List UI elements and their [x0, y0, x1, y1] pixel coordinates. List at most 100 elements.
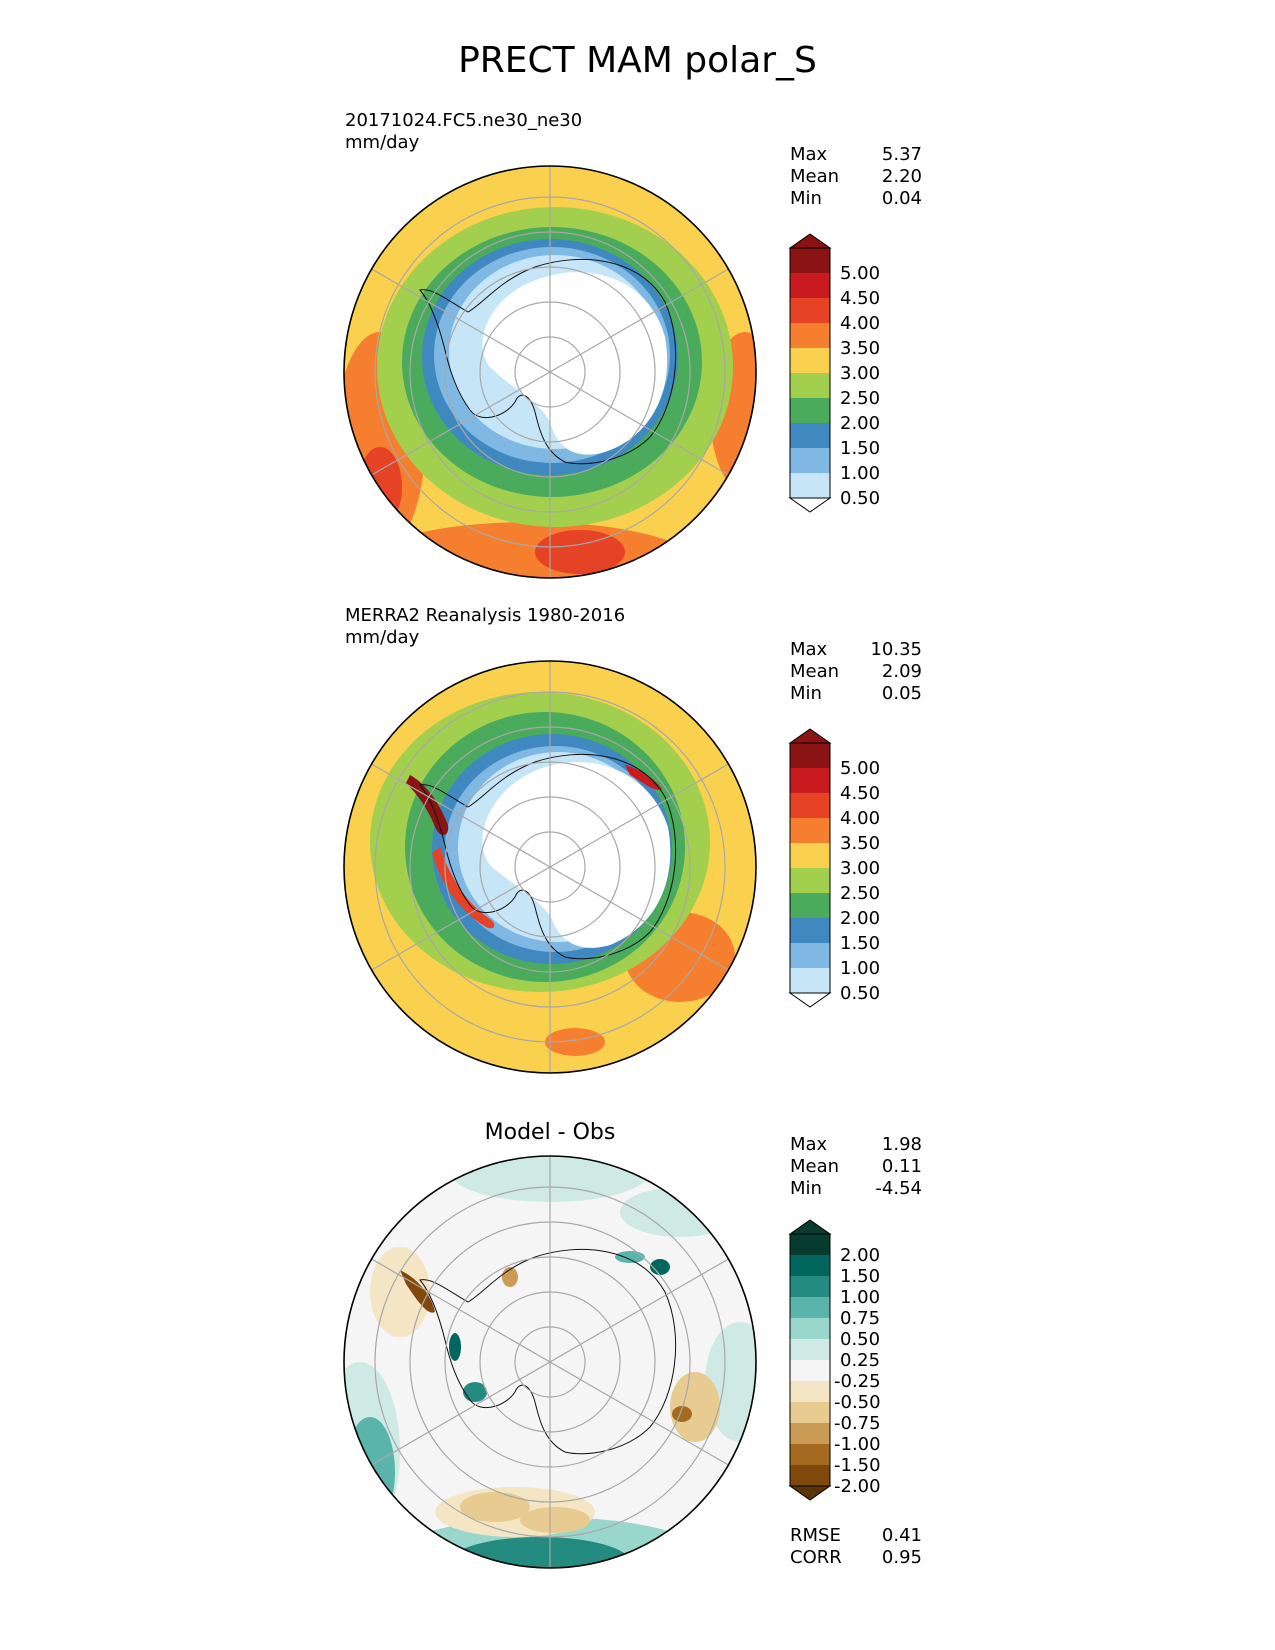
- colorbar-tick: 0.75: [840, 1308, 880, 1329]
- colorbar-tick: 5.00: [840, 263, 880, 284]
- colorbar-tick: -0.50: [834, 1392, 881, 1413]
- panel-test: 20171024.FC5.ne30_ne30 mm/day Max 5.37 Me…: [0, 110, 1275, 590]
- metric-corr-value: 0.95: [881, 1547, 922, 1568]
- figure-title: PRECT MAM polar_S: [458, 40, 817, 81]
- map-diff: [343, 1155, 757, 1569]
- stat-mean-label: Mean: [790, 661, 840, 682]
- colorbar-tick: 0.50: [840, 1329, 880, 1350]
- colorbar-tick: -0.25: [834, 1371, 881, 1392]
- colorbar-bin: [790, 373, 830, 398]
- band-4.5: [625, 765, 662, 790]
- colorbar-bin: [790, 1381, 830, 1402]
- band-neg-0.25: [370, 1247, 430, 1337]
- colorbar-tick: 2.50: [840, 883, 880, 904]
- stat-max-value: 5.37: [881, 144, 922, 165]
- panel-diff-stats: Max 1.98 Mean 0.11 Min -4.54: [790, 1134, 922, 1200]
- colorbar-bin: [790, 768, 830, 793]
- band-neg-0.5: [460, 1492, 530, 1522]
- stat-max-value: 10.35: [870, 639, 922, 660]
- colorbar-ref: 5.00 4.50 4.00 3.50 3.00 2.50 2.00 1.50 …: [788, 728, 880, 1008]
- coastline: [419, 258, 677, 465]
- band-0.25: [620, 1187, 740, 1237]
- colorbar-tick: 4.50: [840, 288, 880, 309]
- panel-ref-stats: Max 10.35 Mean 2.09 Min 0.05: [790, 639, 922, 705]
- band-neg-0.5: [670, 1372, 720, 1442]
- colorbar-tick: 1.00: [840, 958, 880, 979]
- stat-min-label: Min: [790, 188, 822, 209]
- stat-max-label: Max: [790, 1134, 828, 1155]
- stat-min-label: Min: [790, 1178, 822, 1199]
- colorbar-bin: [790, 298, 830, 323]
- colorbar-bin: [790, 1360, 830, 1381]
- band-0.75: [615, 1251, 645, 1263]
- band-4.0: [545, 1028, 605, 1056]
- colorbar-diff: 2.00 1.50 1.00 0.75 0.50 0.25 -0.25 -0.5…: [788, 1219, 881, 1501]
- colorbar-bin: [790, 1276, 830, 1297]
- colorbar-bin: [790, 323, 830, 348]
- colorbar-bin: [790, 273, 830, 298]
- colorbar-tick: 3.50: [840, 833, 880, 854]
- colorbar-tick: 4.00: [840, 808, 880, 829]
- colorbar-tick: 2.00: [840, 1245, 880, 1266]
- panel-test-name: 20171024.FC5.ne30_ne30: [345, 110, 583, 131]
- metric-rmse-label: RMSE: [790, 1525, 841, 1546]
- band-neg-1.5: [672, 1406, 692, 1422]
- panel-ref-units: mm/day: [345, 627, 420, 648]
- colorbar-bin: [790, 1402, 830, 1423]
- colorbar-tick: 4.50: [840, 783, 880, 804]
- map-ref: [343, 660, 757, 1074]
- colorbar-min-extension: [788, 992, 832, 1008]
- stat-min-value: -4.54: [875, 1178, 922, 1199]
- colorbar-bin: [790, 1234, 830, 1255]
- panel-ref: MERRA2 Reanalysis 1980-2016 mm/day Max 10…: [0, 605, 1275, 1085]
- band-4.5: [535, 530, 625, 574]
- colorbar-tick: 0.50: [840, 983, 880, 1004]
- colorbar-test: 5.00 4.50 4.00 3.50 3.00 2.50 2.00 1.50 …: [788, 233, 880, 513]
- colorbar-bin: [790, 793, 830, 818]
- colorbar-tick: 2.00: [840, 413, 880, 434]
- band-1.0: [450, 1537, 630, 1568]
- colorbar-bin: [790, 448, 830, 473]
- colorbar-min-extension: [788, 1485, 832, 1501]
- colorbar-bin: [790, 1444, 830, 1465]
- metric-corr-label: CORR: [790, 1547, 842, 1568]
- colorbar-bin: [790, 248, 830, 273]
- stat-min-label: Min: [790, 683, 822, 704]
- colorbar-bin: [790, 943, 830, 968]
- stat-mean-value: 2.20: [881, 166, 922, 187]
- colorbar-tick: 5.00: [840, 758, 880, 779]
- colorbar-tick: 2.50: [840, 388, 880, 409]
- colorbar-tick: -2.00: [834, 1476, 881, 1497]
- stat-mean-label: Mean: [790, 166, 840, 187]
- colorbar-tick: 1.50: [840, 933, 880, 954]
- band-0.75: [345, 1417, 395, 1527]
- colorbar-max-extension: [788, 728, 832, 744]
- colorbar-bin: [790, 843, 830, 868]
- panel-test-stats: Max 5.37 Mean 2.20 Min 0.04: [790, 144, 922, 210]
- stat-mean-value: 2.09: [881, 661, 922, 682]
- coastline: [419, 1248, 677, 1455]
- colorbar-bin: [790, 473, 830, 498]
- colorbar-bin: [790, 893, 830, 918]
- colorbar-tick: 1.50: [840, 1266, 880, 1287]
- colorbar-tick: 3.00: [840, 363, 880, 384]
- colorbar-tick: 0.25: [840, 1350, 880, 1371]
- colorbar-bin: [790, 398, 830, 423]
- band-0.5: [482, 762, 671, 948]
- colorbar-min-extension: [788, 497, 832, 513]
- band-0.5: [482, 272, 668, 455]
- colorbar-tick: -1.50: [834, 1455, 881, 1476]
- colorbar-tick: 3.50: [840, 338, 880, 359]
- colorbar-bin: [790, 743, 830, 768]
- panel-diff: Model - Obs Max 1.98 Mean 0.11 Min -4.54: [0, 1100, 1275, 1580]
- panel-test-units: mm/day: [345, 132, 420, 153]
- colorbar-tick: 4.00: [840, 313, 880, 334]
- colorbar-tick: 2.00: [840, 908, 880, 929]
- colorbar-tick: 1.00: [840, 1287, 880, 1308]
- panel-diff-title: Model - Obs: [484, 1120, 616, 1145]
- stat-max-label: Max: [790, 144, 828, 165]
- colorbar-max-extension: [788, 233, 832, 249]
- band-0.25: [705, 1322, 756, 1442]
- coastline: [419, 753, 677, 960]
- colorbar-bin: [790, 1255, 830, 1276]
